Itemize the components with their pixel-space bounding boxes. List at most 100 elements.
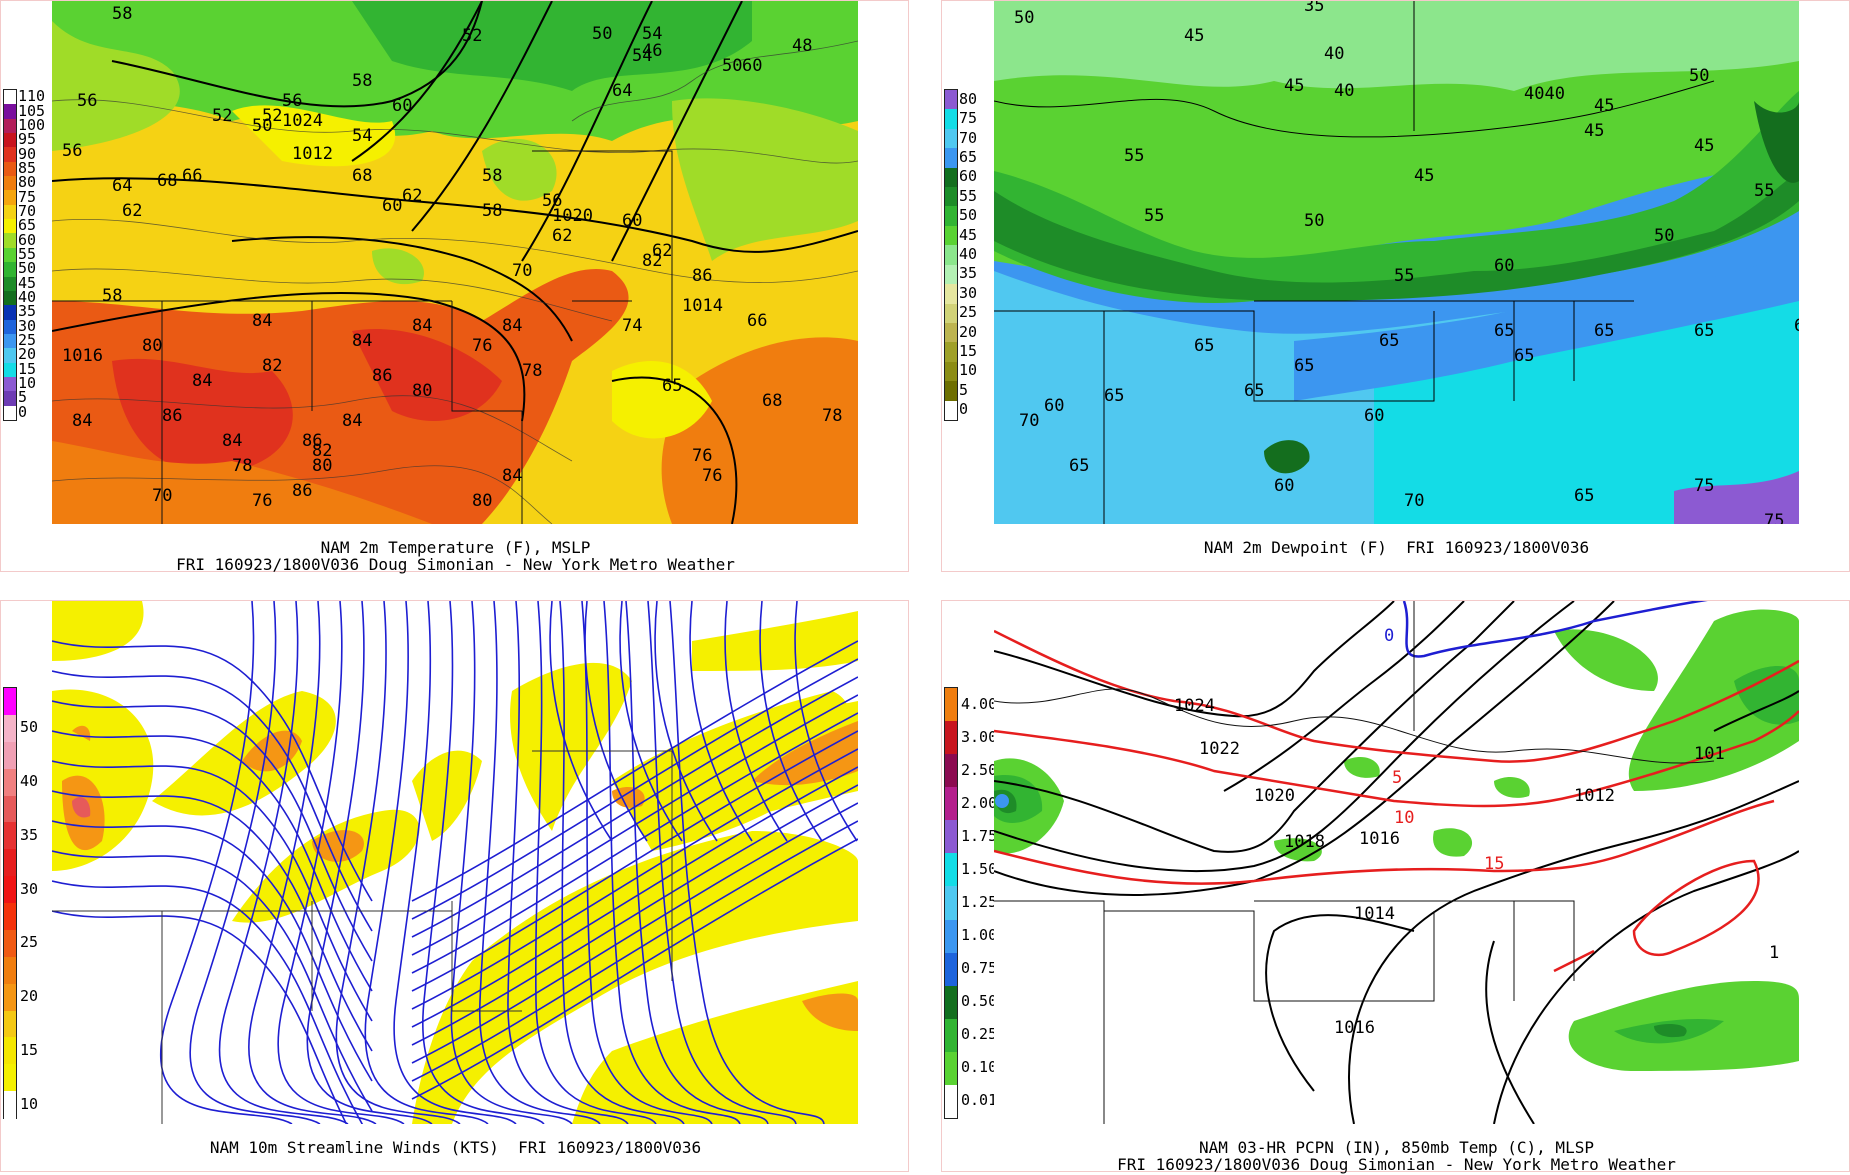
streamline bbox=[411, 658, 858, 920]
legend-swatch bbox=[4, 104, 16, 120]
legend-label: 30 bbox=[18, 316, 37, 335]
contour-label: 65 bbox=[1294, 356, 1314, 376]
contour-label: 1020 bbox=[1254, 786, 1295, 806]
streamline-legend: 50 40 35 30 25 20 15 10 bbox=[3, 687, 38, 1119]
legend-label: 105 bbox=[18, 101, 46, 120]
contour-label: 65 bbox=[1794, 316, 1799, 336]
contour-label: 1016 bbox=[1359, 829, 1400, 849]
legend-swatch bbox=[4, 204, 16, 220]
contour-label: 74 bbox=[622, 316, 642, 336]
contour-label: 45 bbox=[1284, 76, 1304, 96]
legend-swatch bbox=[4, 90, 16, 105]
contour-label: 15 bbox=[1484, 854, 1504, 874]
streamline bbox=[52, 910, 348, 1124]
temperature-caption-line1: NAM 2m Temperature (F), MSLP bbox=[320, 538, 591, 557]
contour-label: 82 bbox=[262, 356, 282, 376]
streamline bbox=[479, 601, 601, 1124]
streamline bbox=[411, 730, 858, 992]
legend-swatch bbox=[4, 118, 16, 134]
contour-label: 76 bbox=[472, 336, 492, 356]
legend-swatch bbox=[4, 1037, 16, 1065]
contour-label: 60 bbox=[1364, 406, 1384, 426]
streamline bbox=[619, 601, 683, 842]
legend-label: 50 bbox=[959, 206, 978, 225]
streamline bbox=[52, 640, 373, 902]
temperature-legend: 110 105 100 95 90 85 80 75 70 65 60 55 50 45 40 35 30 25 2… bbox=[3, 89, 45, 421]
streamline bbox=[794, 601, 858, 842]
legend-swatch bbox=[945, 853, 957, 887]
contour-label: 54 bbox=[632, 46, 652, 66]
streamline bbox=[603, 601, 741, 1124]
contour-label: 60 bbox=[1044, 396, 1064, 416]
legend-label: 0 bbox=[18, 402, 28, 421]
precip-panel: 4.00 3.00 2.50 2.00 1.75 1.50 1.25 1.00 0.75 0.50… bbox=[941, 600, 1850, 1173]
precip-isobar-labels: 1024 1022 1020 1018 1016 1014 1012 1016 101 1 bbox=[1174, 696, 1779, 1038]
contour-label: 45 bbox=[1594, 96, 1614, 116]
legend-label: 85 bbox=[18, 158, 37, 177]
legend-label: 2.50 bbox=[961, 760, 998, 779]
contour-label: 50 bbox=[1689, 66, 1709, 86]
legend-swatch bbox=[945, 1018, 957, 1053]
contour-label: 50 bbox=[252, 116, 272, 136]
contour-label: 60 bbox=[622, 211, 642, 231]
legend-label: 20 bbox=[18, 345, 37, 364]
contour-label: 65 bbox=[1494, 321, 1514, 341]
contour-label: 86 bbox=[372, 366, 392, 386]
legend-swatch bbox=[945, 284, 957, 305]
contour-label: 1014 bbox=[1354, 904, 1395, 924]
legend-swatch bbox=[4, 741, 16, 770]
legend-swatch bbox=[945, 361, 957, 382]
contour-label: 68 bbox=[762, 391, 782, 411]
legend-label: 0.50 bbox=[961, 992, 998, 1011]
legend-label: 110 bbox=[18, 87, 46, 106]
legend-swatch bbox=[4, 849, 16, 877]
legend-swatch bbox=[945, 187, 957, 207]
contour-label: 1024 bbox=[282, 111, 323, 131]
contour-label: 64 bbox=[112, 176, 132, 196]
contour-label: 1022 bbox=[1199, 739, 1240, 759]
contour-label: 1024 bbox=[1174, 696, 1215, 716]
streamline bbox=[549, 601, 613, 842]
streamline bbox=[689, 601, 753, 842]
precip-legend: 4.00 3.00 2.50 2.00 1.75 1.50 1.25 1.00 0.75 0.50… bbox=[944, 687, 997, 1119]
legend-swatch bbox=[4, 795, 16, 823]
legend-swatch bbox=[4, 956, 16, 985]
contour-label: 50 bbox=[592, 24, 612, 44]
legend-swatch bbox=[945, 148, 957, 169]
legend-label: 10 bbox=[20, 1094, 39, 1113]
contour-label: 60 bbox=[742, 56, 762, 76]
contour-label: 35 bbox=[1304, 1, 1324, 16]
streamline bbox=[411, 694, 858, 956]
legend-swatch bbox=[4, 219, 16, 234]
contour-label: 1018 bbox=[1284, 832, 1325, 852]
contour-label: 68 bbox=[157, 171, 177, 191]
streamline bbox=[52, 820, 373, 1082]
contour-label: 84 bbox=[412, 316, 432, 336]
legend-swatch bbox=[945, 754, 957, 788]
contour-label: 76 bbox=[692, 446, 712, 466]
streamline bbox=[411, 802, 858, 1064]
contour-label: 1016 bbox=[62, 346, 103, 366]
legend-label: 70 bbox=[959, 128, 978, 147]
contour-label: 62 bbox=[552, 226, 572, 246]
contour-label: 60 bbox=[1494, 256, 1514, 276]
legend-label: 35 bbox=[20, 825, 39, 844]
contour-label: 56 bbox=[542, 191, 562, 211]
legend-swatch bbox=[4, 305, 16, 321]
contour-label: 55 bbox=[1124, 146, 1144, 166]
legend-label: 45 bbox=[959, 225, 978, 244]
contour-label: 65 bbox=[1574, 486, 1594, 506]
contour-label: 10 bbox=[1394, 808, 1414, 828]
streamline bbox=[52, 700, 373, 962]
legend-label: 5 bbox=[959, 380, 969, 399]
legend-label: 20 bbox=[959, 322, 978, 341]
temperature-map: 58 52 50 54 54 46 48 50 60 64 56 58 60 52 50 52 56 1024 54… bbox=[52, 1, 858, 524]
contour-label: 70 bbox=[1019, 411, 1039, 431]
legend-label: 40 bbox=[20, 772, 39, 791]
contour-label: 86 bbox=[292, 481, 312, 501]
dewpoint-panel: 80 75 70 65 60 55 50 45 40 35 30 25 20 15 10 5 0 50 35 45 4… bbox=[941, 0, 1850, 572]
legend-swatch bbox=[4, 405, 16, 421]
streamline-map bbox=[52, 601, 858, 1124]
